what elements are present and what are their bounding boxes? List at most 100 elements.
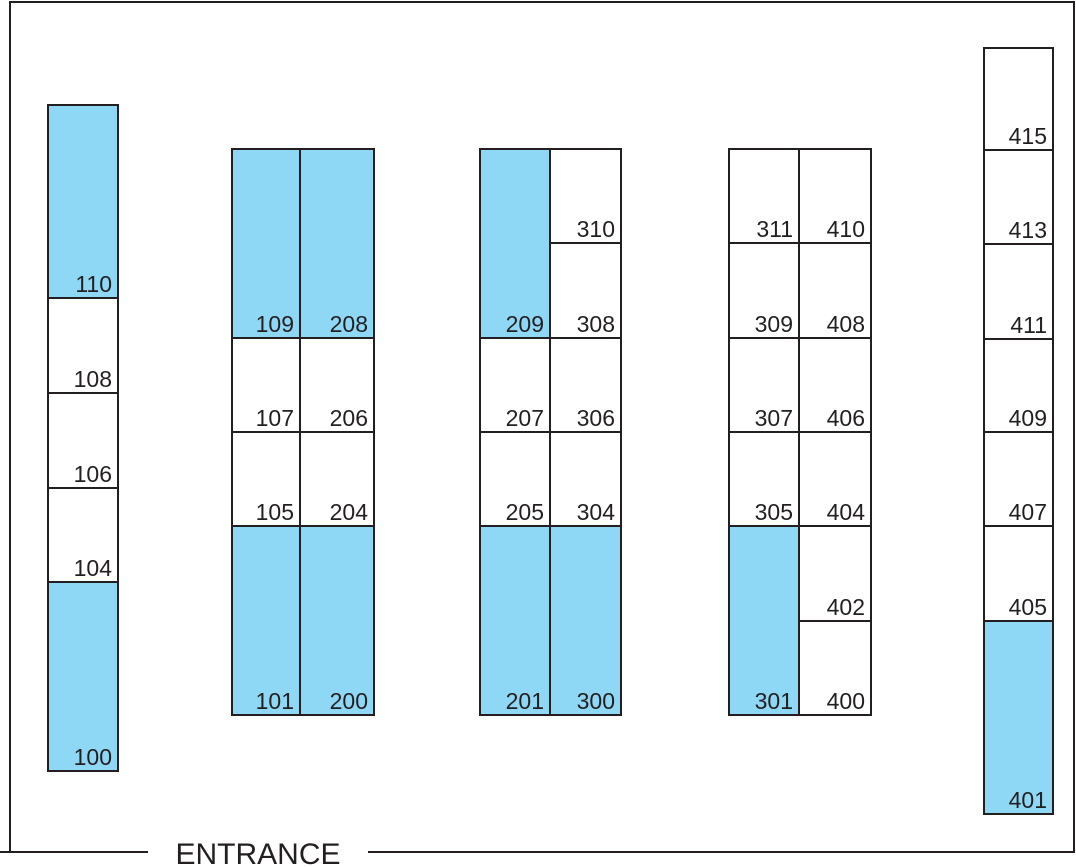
room-cell (798, 337, 872, 433)
entrance-label: ENTRANCE (175, 838, 340, 867)
room-label: 309 (755, 311, 793, 337)
room-cell (47, 104, 119, 299)
room-cell (549, 242, 622, 339)
room-label: 109 (256, 311, 294, 337)
room-label: 407 (1009, 499, 1047, 525)
room-cell (231, 525, 301, 716)
room-label: 107 (256, 405, 294, 431)
room-100: 100 (47, 581, 119, 772)
room-406: 406 (798, 337, 872, 433)
room-cell (728, 525, 800, 716)
room-415: 415 (983, 47, 1054, 151)
room-cell (299, 148, 375, 339)
room-cell (299, 337, 375, 433)
room-cell (798, 242, 872, 339)
room-label: 305 (755, 499, 793, 525)
room-label: 410 (827, 216, 865, 242)
room-label: 409 (1009, 405, 1047, 431)
room-407: 407 (983, 431, 1054, 527)
room-401: 401 (983, 620, 1054, 815)
room-109: 109 (231, 148, 301, 339)
room-label: 308 (577, 311, 615, 337)
room-cell (549, 148, 622, 244)
room-cell (983, 525, 1054, 622)
room-304: 304 (549, 431, 622, 527)
room-label: 401 (1009, 787, 1047, 813)
room-105: 105 (231, 431, 301, 527)
room-label: 106 (74, 461, 112, 487)
room-label: 300 (577, 688, 615, 714)
room-108: 108 (47, 297, 119, 394)
room-cell (798, 431, 872, 527)
room-label: 104 (74, 555, 113, 581)
room-cell (983, 47, 1054, 151)
room-cell (47, 392, 119, 489)
room-106: 106 (47, 392, 119, 489)
room-label: 205 (506, 499, 544, 525)
room-label: 408 (827, 311, 865, 337)
room-307: 307 (728, 337, 800, 433)
room-cell (728, 148, 800, 244)
room-411: 411 (983, 243, 1054, 340)
room-cell (47, 297, 119, 394)
room-206: 206 (299, 337, 375, 433)
room-label: 110 (75, 271, 112, 297)
room-label: 204 (330, 499, 369, 525)
room-308: 308 (549, 242, 622, 339)
room-104: 104 (47, 487, 119, 583)
room-cell (983, 620, 1054, 815)
room-label: 304 (577, 499, 616, 525)
room-cell (549, 337, 622, 433)
room-cell (798, 525, 872, 622)
room-cell (47, 581, 119, 772)
room-cell (231, 148, 301, 339)
room-cell (798, 620, 872, 716)
room-cell (983, 338, 1054, 433)
room-309: 309 (728, 242, 800, 339)
room-410: 410 (798, 148, 872, 244)
room-cell (479, 337, 551, 433)
room-204: 204 (299, 431, 375, 527)
room-cell (728, 337, 800, 433)
room-311: 311 (728, 148, 800, 244)
room-label: 101 (256, 688, 294, 714)
room-201: 201 (479, 525, 551, 716)
room-label: 206 (330, 405, 368, 431)
room-207: 207 (479, 337, 551, 433)
room-label: 415 (1009, 123, 1047, 149)
room-label: 411 (1010, 312, 1047, 338)
room-label: 405 (1009, 594, 1047, 620)
room-label: 310 (577, 216, 615, 242)
room-cell (549, 525, 622, 716)
room-label: 402 (827, 594, 865, 620)
room-label: 201 (506, 688, 544, 714)
room-305: 305 (728, 431, 800, 527)
room-label: 406 (827, 405, 865, 431)
room-label: 311 (756, 216, 793, 242)
room-405: 405 (983, 525, 1054, 622)
room-205: 205 (479, 431, 551, 527)
room-label: 108 (74, 366, 112, 392)
room-label: 413 (1009, 217, 1047, 243)
room-cell (983, 431, 1054, 527)
room-label: 404 (827, 499, 866, 525)
room-cell (728, 431, 800, 527)
room-200: 200 (299, 525, 375, 716)
room-cell (299, 525, 375, 716)
rooms-layer: 110 108 106 104 100 109 107 105 101 208 206 204 200 2… (47, 47, 1054, 815)
room-label: 209 (506, 311, 544, 337)
room-301: 301 (728, 525, 800, 716)
room-cell (798, 148, 872, 244)
room-400: 400 (798, 620, 872, 716)
room-label: 208 (330, 311, 368, 337)
room-402: 402 (798, 525, 872, 622)
room-107: 107 (231, 337, 301, 433)
room-310: 310 (549, 148, 622, 244)
room-404: 404 (798, 431, 872, 527)
room-cell (983, 243, 1054, 340)
room-label: 301 (755, 688, 793, 714)
room-409: 409 (983, 338, 1054, 433)
room-101: 101 (231, 525, 301, 716)
